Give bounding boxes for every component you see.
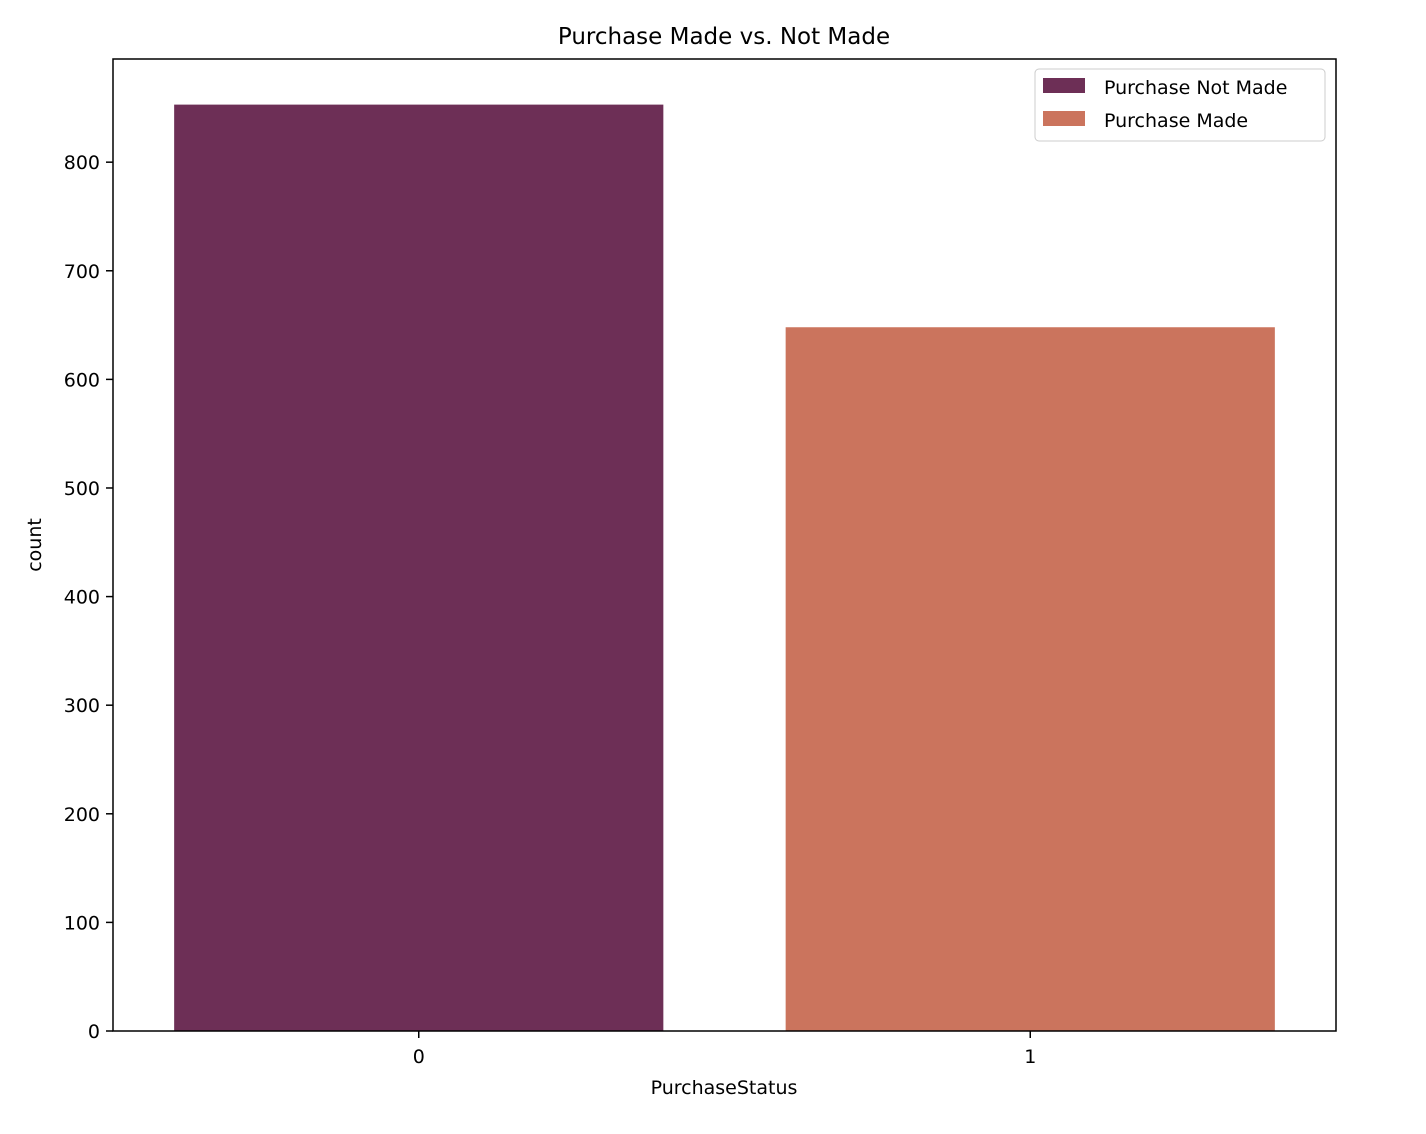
y-axis: 0 100 200 300 400 500 600 700 800 bbox=[64, 152, 113, 1043]
y-tick-label-400: 400 bbox=[64, 587, 100, 609]
legend-label-not-made: Purchase Not Made bbox=[1104, 77, 1287, 99]
y-axis-label: count bbox=[24, 518, 46, 572]
y-tick-label-600: 600 bbox=[64, 369, 100, 391]
y-tick-label-800: 800 bbox=[64, 152, 100, 174]
legend-swatch-not-made bbox=[1043, 78, 1085, 93]
y-tick-label-200: 200 bbox=[64, 804, 100, 826]
x-axis-label: PurchaseStatus bbox=[651, 1077, 798, 1099]
legend-label-made: Purchase Made bbox=[1104, 110, 1248, 132]
bar-0 bbox=[174, 104, 664, 1032]
y-tick-label-0: 0 bbox=[88, 1021, 100, 1043]
plot-frame bbox=[112, 58, 1337, 1032]
x-tick-label-0: 0 bbox=[413, 1046, 425, 1068]
y-tick-label-700: 700 bbox=[64, 261, 100, 283]
legend-swatch-made bbox=[1043, 111, 1085, 126]
legend: Purchase Not Made Purchase Made bbox=[1034, 68, 1326, 142]
y-tick-label-500: 500 bbox=[64, 478, 100, 500]
bar-1 bbox=[785, 327, 1275, 1032]
chart-title: Purchase Made vs. Not Made bbox=[558, 24, 890, 50]
legend-frame bbox=[1034, 68, 1326, 142]
y-tick-label-300: 300 bbox=[64, 695, 100, 717]
bars-group bbox=[174, 104, 1275, 1032]
x-tick-label-1: 1 bbox=[1024, 1046, 1036, 1068]
y-tick-label-100: 100 bbox=[64, 912, 100, 934]
